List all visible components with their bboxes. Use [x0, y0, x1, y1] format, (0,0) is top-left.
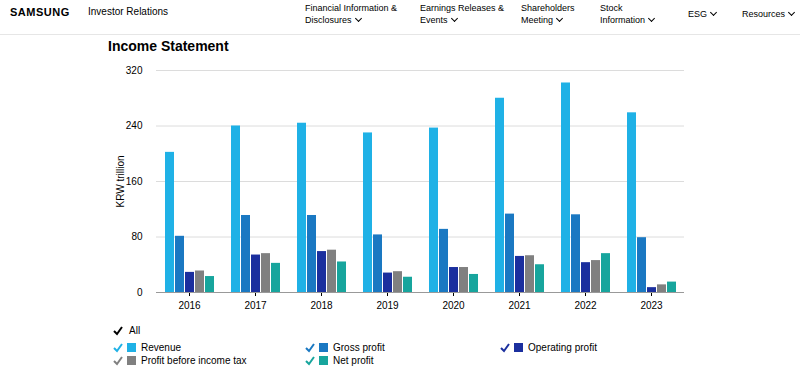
svg-text:2016: 2016	[178, 300, 201, 311]
svg-text:2020: 2020	[442, 300, 465, 311]
html-text:Revenue: Revenue	[141, 342, 181, 353]
svg-text:2019: 2019	[376, 300, 399, 311]
html-text:Operating profit: Operating profit	[528, 342, 597, 353]
html-text:Disclosures: Disclosures	[305, 15, 352, 25]
html-text:Investor Relations: Investor Relations	[88, 6, 168, 17]
html-text:SAMSUNG: SAMSUNG	[10, 6, 70, 18]
svg-text:0: 0	[137, 287, 143, 298]
svg-text:2023: 2023	[640, 300, 663, 311]
svg-text:160: 160	[126, 176, 143, 187]
html-text:Shareholders: Shareholders	[521, 3, 575, 13]
html-text:Events: Events	[420, 15, 448, 25]
svg-text:2021: 2021	[508, 300, 531, 311]
html-text:Profit before income tax: Profit before income tax	[141, 355, 247, 366]
svg-text:2018: 2018	[310, 300, 333, 311]
html-text:Financial Information &: Financial Information &	[305, 3, 397, 13]
html-text:Information: Information	[600, 15, 645, 25]
html-text:Stock: Stock	[600, 3, 623, 13]
svg-text:2017: 2017	[244, 300, 267, 311]
svg-text:KRW trillion: KRW trillion	[115, 155, 126, 207]
svg-text:80: 80	[131, 231, 143, 242]
html-text:Meeting: Meeting	[521, 15, 553, 25]
html-text:Resources: Resources	[742, 9, 785, 19]
html-text:Net profit: Net profit	[333, 355, 374, 366]
svg-text:240: 240	[126, 120, 143, 131]
html-text:Income Statement: Income Statement	[108, 38, 229, 54]
svg-text:320: 320	[126, 65, 143, 76]
html-text:Earnings Releases &: Earnings Releases &	[420, 3, 504, 13]
html-text:Gross profit: Gross profit	[333, 342, 385, 353]
html-text:All: All	[129, 325, 141, 336]
html-text:ESG: ESG	[688, 9, 707, 19]
svg-text:2022: 2022	[574, 300, 597, 311]
